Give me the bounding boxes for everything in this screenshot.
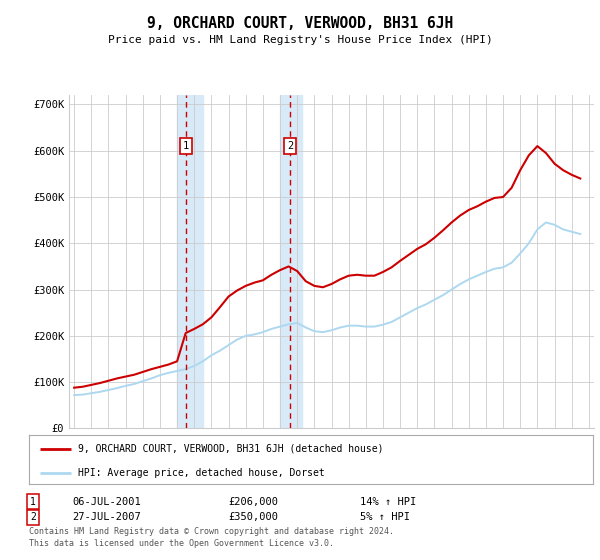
Text: 14% ↑ HPI: 14% ↑ HPI [360, 497, 416, 507]
Text: £350,000: £350,000 [228, 512, 278, 522]
Text: 2: 2 [287, 141, 293, 151]
Text: 5% ↑ HPI: 5% ↑ HPI [360, 512, 410, 522]
Text: This data is licensed under the Open Government Licence v3.0.: This data is licensed under the Open Gov… [29, 539, 334, 548]
Text: 1: 1 [182, 141, 189, 151]
Bar [177, 95, 203, 428]
Text: 27-JUL-2007: 27-JUL-2007 [72, 512, 141, 522]
Text: £206,000: £206,000 [228, 497, 278, 507]
Text: 06-JUL-2001: 06-JUL-2001 [72, 497, 141, 507]
Bar [280, 95, 302, 428]
Text: HPI: Average price, detached house, Dorset: HPI: Average price, detached house, Dors… [79, 468, 325, 478]
Text: Contains HM Land Registry data © Crown copyright and database right 2024.: Contains HM Land Registry data © Crown c… [29, 528, 394, 536]
Text: 9, ORCHARD COURT, VERWOOD, BH31 6JH: 9, ORCHARD COURT, VERWOOD, BH31 6JH [147, 16, 453, 31]
Text: 9, ORCHARD COURT, VERWOOD, BH31 6JH (detached house): 9, ORCHARD COURT, VERWOOD, BH31 6JH (det… [79, 444, 384, 454]
Text: 1: 1 [30, 497, 36, 507]
Text: 2: 2 [30, 512, 36, 522]
Text: Price paid vs. HM Land Registry's House Price Index (HPI): Price paid vs. HM Land Registry's House … [107, 35, 493, 45]
